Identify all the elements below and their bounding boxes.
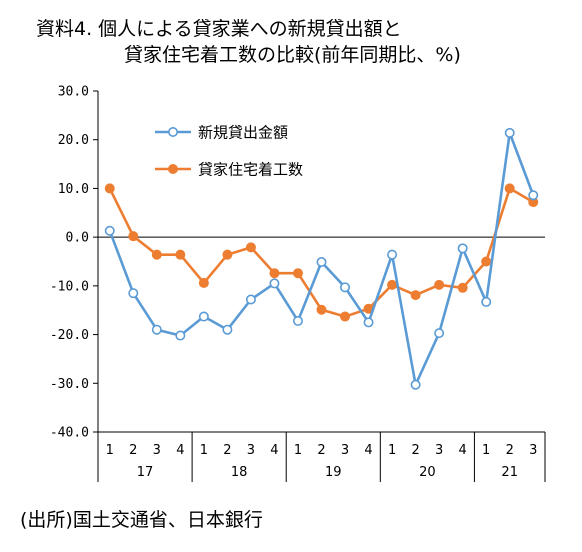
year-label: 17 <box>137 465 154 480</box>
x-tick-label: 1 <box>200 443 208 458</box>
series-2-point <box>481 256 492 267</box>
x-tick-label: 3 <box>341 443 349 458</box>
y-tick-label: 20.0 <box>58 133 89 148</box>
x-tick-label: 2 <box>223 443 231 458</box>
x-tick-label: 2 <box>129 443 137 458</box>
x-tick-label: 2 <box>317 443 325 458</box>
series-1-point <box>316 256 327 267</box>
series-line-2 <box>108 187 534 318</box>
series-2-point <box>198 277 209 288</box>
x-tick-label: 4 <box>459 443 467 458</box>
y-tick-label: -30.0 <box>50 377 89 392</box>
y-tick-label: -10.0 <box>50 279 89 294</box>
x-tick-label: 1 <box>482 443 490 458</box>
y-tick-label: -20.0 <box>50 328 89 343</box>
x-tick-label: 1 <box>388 443 396 458</box>
series-2-point <box>151 249 162 260</box>
chart-title-line-1: 資料4. 個人による貸家業への新規貸出額と <box>36 18 402 40</box>
source-note: (出所)国土交通省、日本銀行 <box>20 509 263 531</box>
year-label: 19 <box>325 465 342 480</box>
legend-marker-2 <box>168 164 179 175</box>
series-2-point <box>269 268 280 279</box>
x-tick-label: 4 <box>176 443 184 458</box>
series-2-point <box>457 282 468 293</box>
series-1-point <box>104 225 115 236</box>
series-2-point <box>175 249 186 260</box>
x-tick-label: 3 <box>435 443 443 458</box>
series-1-point <box>128 288 139 299</box>
series-2-point <box>340 311 351 322</box>
series-1-point <box>151 324 162 335</box>
y-tick-label: -40.0 <box>50 426 89 441</box>
series-1-point <box>175 330 186 341</box>
year-label: 18 <box>231 465 248 480</box>
x-tick-label: 2 <box>506 443 514 458</box>
x-tick-label: 1 <box>106 443 114 458</box>
y-tick-label: 10.0 <box>58 182 89 197</box>
x-tick-label: 3 <box>247 443 255 458</box>
series-2-point <box>245 242 256 253</box>
x-tick-label: 4 <box>364 443 372 458</box>
legend-label-2: 貸家住宅着工数 <box>198 161 303 179</box>
series-2-point <box>410 290 421 301</box>
series-1-point <box>245 294 256 305</box>
series-1-point <box>340 282 351 293</box>
series-1-point <box>410 379 421 390</box>
y-tick-label: 0.0 <box>66 231 89 246</box>
series-2-point <box>292 268 303 279</box>
chart-title: 資料4. 個人による貸家業への新規貸出額と 貸家住宅着工数の比較(前年同期比、%… <box>14 16 574 68</box>
series-2-point <box>128 231 139 242</box>
year-label: 21 <box>501 465 518 480</box>
series-1-point <box>269 278 280 289</box>
series-2-point <box>434 279 445 290</box>
x-tick-label: 3 <box>153 443 161 458</box>
series-1-point <box>198 311 209 322</box>
y-tick-label: 30.0 <box>58 85 89 100</box>
series-1-point <box>528 190 539 201</box>
series-2-point <box>104 183 115 194</box>
year-label: 20 <box>419 465 436 480</box>
series-1-point <box>457 243 468 254</box>
x-tick-label: 4 <box>270 443 278 458</box>
series-2-point <box>222 249 233 260</box>
series-1-point <box>481 296 492 307</box>
series-2-point <box>387 279 398 290</box>
series-1-point <box>363 317 374 328</box>
series-2-point <box>316 304 327 315</box>
x-tick-label: 3 <box>529 443 537 458</box>
x-tick-label: 1 <box>294 443 302 458</box>
series-1-point <box>222 324 233 335</box>
chart-title-line-2: 貸家住宅着工数の比較(前年同期比、%) <box>124 44 461 66</box>
legend-label-1: 新規貸出金額 <box>198 124 288 142</box>
x-tick-label: 2 <box>411 443 419 458</box>
series-1-point <box>387 249 398 260</box>
series-1-point <box>434 328 445 339</box>
series-2-point <box>504 183 515 194</box>
legend-marker-1 <box>168 127 179 138</box>
series-1-point <box>504 127 515 138</box>
series-1-point <box>292 315 303 326</box>
